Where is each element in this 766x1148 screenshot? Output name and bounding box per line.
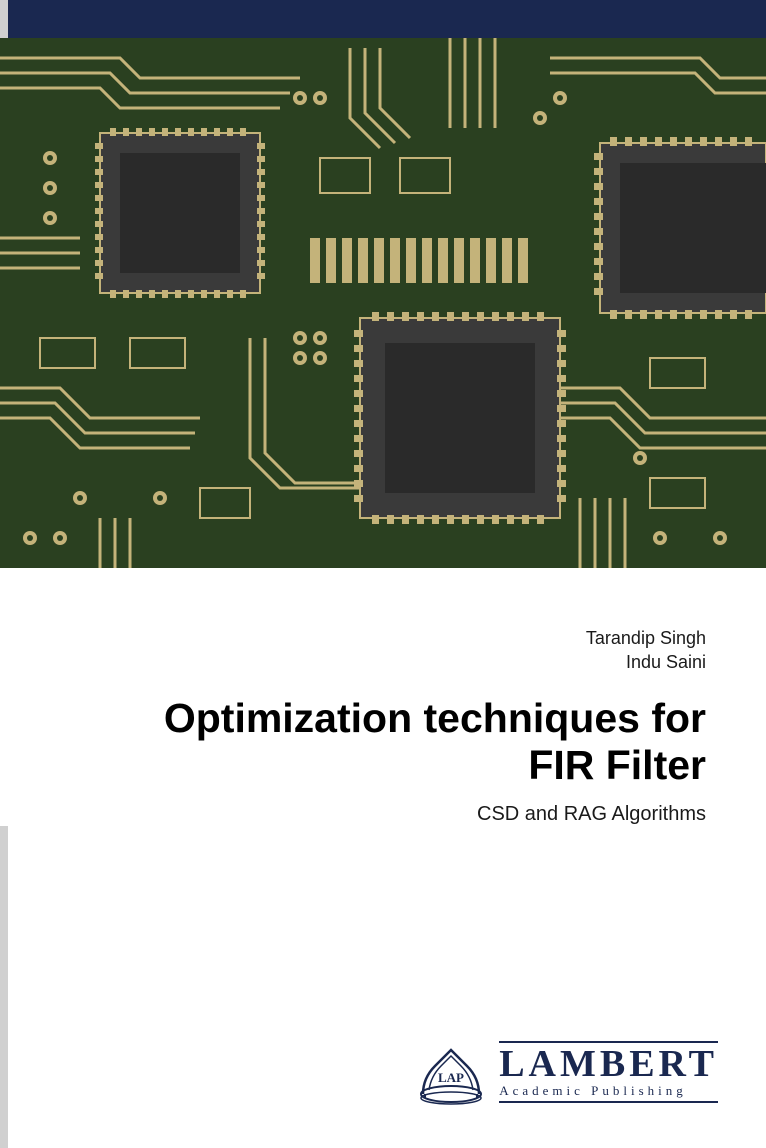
authors-block: Tarandip Singh Indu Saini xyxy=(0,568,766,675)
publisher-text: LAMBERT Academic Publishing xyxy=(499,1041,718,1103)
pcb-illustration xyxy=(0,38,766,568)
title-line-2: FIR Filter xyxy=(0,742,706,789)
publisher-tagline: Academic Publishing xyxy=(499,1083,718,1099)
content-area: Tarandip Singh Indu Saini Optimization t… xyxy=(0,568,766,826)
chip-1 xyxy=(95,128,265,298)
logo-text: LAP xyxy=(438,1070,464,1085)
pcb-svg xyxy=(0,38,766,568)
chip-3 xyxy=(594,137,766,319)
book-cover: Tarandip Singh Indu Saini Optimization t… xyxy=(0,0,766,1148)
chip-2 xyxy=(354,312,566,524)
author-2: Indu Saini xyxy=(0,650,706,674)
publisher-block: LAP LAMBERT Academic Publishing xyxy=(417,1038,718,1106)
book-title: Optimization techniques for FIR Filter xyxy=(0,675,766,789)
title-line-1: Optimization techniques for xyxy=(0,695,706,742)
top-color-bar xyxy=(0,0,766,38)
publisher-name: LAMBERT xyxy=(499,1045,718,1083)
book-subtitle: CSD and RAG Algorithms xyxy=(0,789,766,826)
author-1: Tarandip Singh xyxy=(0,626,706,650)
publisher-logo-icon: LAP xyxy=(417,1038,485,1106)
